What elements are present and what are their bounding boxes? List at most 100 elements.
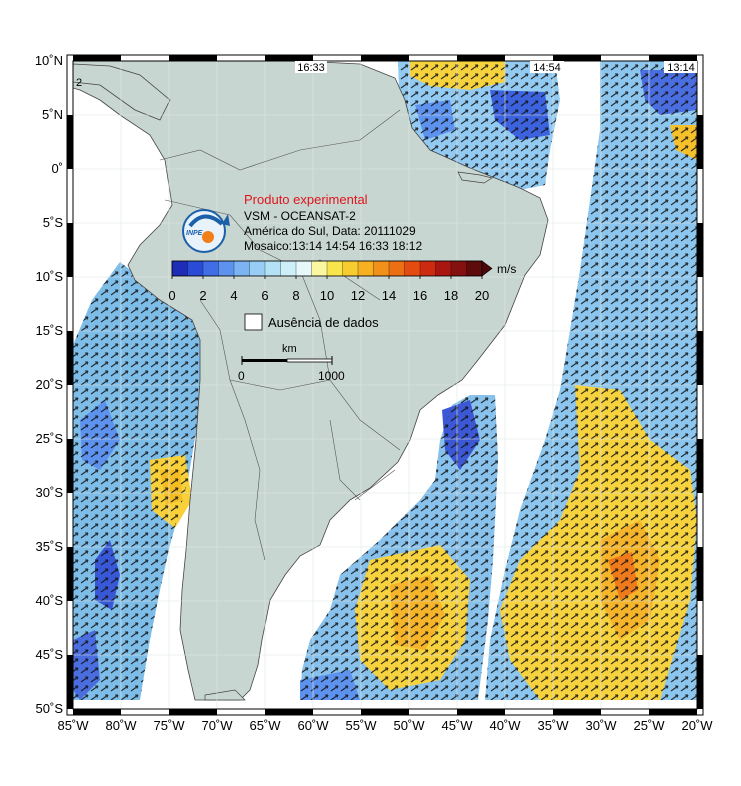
lon-label: 55˚W	[345, 718, 377, 733]
colorbar-cell	[404, 260, 421, 277]
colorbar-tick-label: 18	[444, 288, 458, 303]
colorbar-cell	[435, 260, 452, 277]
colorbar-cell	[249, 260, 266, 277]
colorbar-cell	[342, 260, 359, 277]
colorbar-tick-label: 0	[168, 288, 175, 303]
lon-label: 70˚W	[201, 718, 233, 733]
frame-tick-bottom	[169, 709, 217, 715]
colorbar-tick-label: 6	[261, 288, 268, 303]
colorbar-unit: m/s	[497, 262, 516, 276]
frame-tick-left	[67, 655, 73, 709]
colorbar-cell	[466, 260, 483, 277]
lon-label: 80˚W	[105, 718, 137, 733]
lon-label: 35˚W	[537, 718, 569, 733]
colorbar-cell	[280, 260, 297, 277]
colorbar-cell	[311, 260, 328, 277]
lat-label: 25˚S	[36, 431, 64, 446]
frame-tick-top	[265, 55, 313, 61]
frame-tick-bottom	[553, 709, 601, 715]
frame-tick-left	[67, 331, 73, 385]
colorbar-cell	[187, 260, 204, 277]
frame-tick-bottom	[73, 709, 121, 715]
colorbar-tick-label: 12	[351, 288, 365, 303]
colorbar-tick-label: 4	[230, 288, 237, 303]
inpe-logo-icon: INPE	[182, 209, 230, 253]
pass-time-2: 14:54	[533, 62, 561, 74]
lon-label: 30˚W	[585, 718, 617, 733]
frame-tick-left	[67, 223, 73, 277]
frame-tick-right	[697, 439, 703, 493]
frame-tick-left	[67, 547, 73, 601]
scale-start: 0	[238, 369, 245, 383]
colorbar-cell	[218, 260, 235, 277]
scale-end: 1000	[318, 369, 345, 383]
colorbar-tick-label: 10	[320, 288, 334, 303]
title-block: Produto experimental VSM - OCEANSAT-2 Am…	[244, 192, 422, 253]
sensor-label: VSM - OCEANSAT-2	[244, 209, 356, 223]
frame-tick-top	[457, 55, 505, 61]
frame-tick-bottom	[265, 709, 313, 715]
no-data-legend: Ausência de dados	[244, 313, 379, 331]
frame-tick-top	[361, 55, 409, 61]
lat-label: 10˚N	[35, 53, 63, 68]
frame-tick-right	[697, 547, 703, 601]
no-data-label: Ausência de dados	[268, 315, 379, 330]
frame-tick-left	[67, 115, 73, 169]
logo-text: INPE	[186, 230, 203, 237]
lon-label: 50˚W	[393, 718, 425, 733]
longitude-labels: 85˚W 80˚W 75˚W 70˚W 65˚W 60˚W 55˚W 50˚W 45˚W 40˚W…	[57, 718, 713, 733]
lon-label: 25˚W	[633, 718, 665, 733]
lat-label: 50˚S	[36, 701, 64, 716]
mosaic-label: Mosaico:13:14 14:54 16:33 18:12	[244, 239, 422, 253]
pass-time-1: 16:33	[297, 62, 325, 74]
lat-label: 10˚S	[36, 269, 64, 284]
lat-label: 20˚S	[36, 377, 64, 392]
colorbar-cell	[419, 260, 437, 277]
lat-label: 45˚S	[36, 647, 64, 662]
lat-label: 40˚S	[36, 593, 64, 608]
colorbar-tick-label: 20	[475, 288, 489, 303]
frame-tick-top	[649, 55, 697, 61]
scale-unit: km	[282, 343, 297, 355]
wind-vectors	[73, 61, 697, 700]
frame-tick-top	[73, 55, 121, 61]
colorbar-cell	[373, 260, 390, 277]
lon-label: 60˚W	[297, 718, 329, 733]
pass-time-labels: 16:33 14:54 13:14 2	[76, 61, 697, 89]
colorbar-cell	[171, 260, 189, 277]
colorbar-cell	[202, 260, 220, 277]
frame-tick-top	[553, 55, 601, 61]
colorbar-cell	[295, 260, 313, 277]
frame-tick-right	[697, 115, 703, 169]
graticule	[73, 61, 697, 709]
lon-label: 20˚W	[681, 718, 713, 733]
colorbar-cell	[326, 260, 344, 277]
frame-tick-bottom	[457, 709, 505, 715]
colorbar-cell	[264, 260, 282, 277]
colorbar-cell	[450, 260, 468, 277]
lon-label: 75˚W	[153, 718, 185, 733]
frame-tick-top	[169, 55, 217, 61]
lat-label: 30˚S	[36, 485, 64, 500]
colorbar-cell	[233, 260, 251, 277]
region-date-label: América do Sul, Data: 20111029	[244, 224, 416, 238]
lon-label: 45˚W	[441, 718, 473, 733]
lat-label: 5˚N	[42, 107, 63, 122]
map-frame	[66, 54, 704, 716]
colorbar: m/s 0 2 4 6 8 10 12 14 16 18 20	[168, 260, 516, 303]
lon-label: 85˚W	[57, 718, 89, 733]
pass-time-3: 13:14	[667, 62, 695, 74]
scale-bar: km 0 1000	[238, 343, 345, 383]
colorbar-tick-label: 2	[199, 288, 206, 303]
frame-tick-right	[697, 655, 703, 709]
experimental-label: Produto experimental	[244, 192, 368, 207]
frame-tick-right	[697, 223, 703, 277]
colorbar-tick-label: 8	[292, 288, 299, 303]
frame-tick-bottom	[361, 709, 409, 715]
lon-label: 65˚W	[249, 718, 281, 733]
frame-tick-right	[697, 331, 703, 385]
colorbar-tick-label: 16	[413, 288, 427, 303]
lat-label: 5˚S	[43, 215, 64, 230]
latitude-labels: 10˚N 5˚N 0˚ 5˚S 10˚S 15˚S 20˚S 25˚S 30˚S 35˚S 40˚S…	[35, 53, 64, 716]
